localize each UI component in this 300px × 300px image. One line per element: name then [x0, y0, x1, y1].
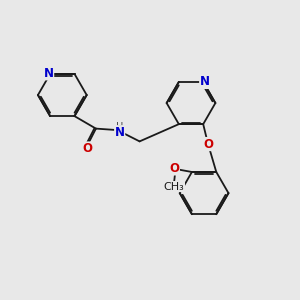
Text: N: N	[44, 67, 54, 80]
Text: O: O	[203, 138, 213, 151]
Text: O: O	[82, 142, 93, 155]
Text: N: N	[200, 75, 210, 88]
Text: H: H	[116, 122, 123, 131]
Text: O: O	[169, 162, 179, 175]
Text: CH₃: CH₃	[164, 182, 184, 192]
Text: N: N	[115, 126, 125, 139]
